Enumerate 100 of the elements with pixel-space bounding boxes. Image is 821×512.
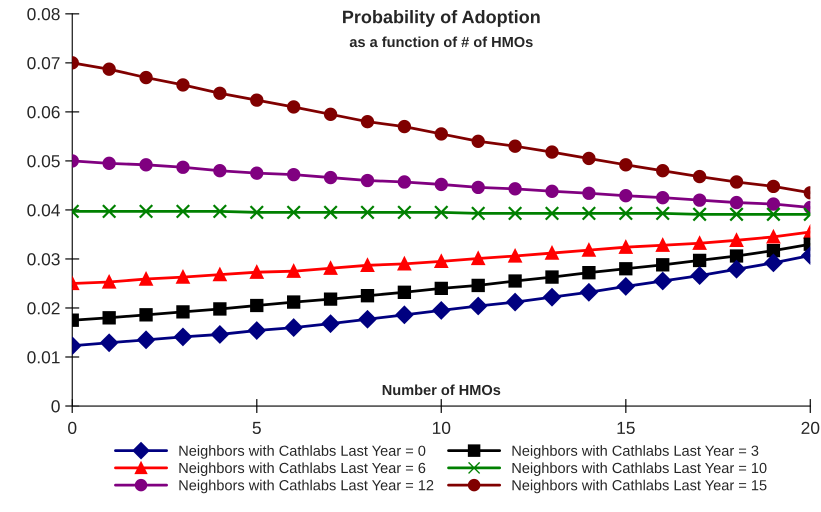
point	[434, 205, 449, 220]
point	[250, 166, 264, 180]
point	[322, 314, 340, 333]
x-tick-label: 10	[432, 422, 450, 434]
point	[472, 134, 485, 148]
point	[176, 270, 190, 284]
point	[580, 283, 598, 302]
point	[692, 193, 706, 207]
y-tick-label: 0.05	[27, 155, 60, 168]
point	[248, 322, 266, 340]
point	[543, 288, 561, 306]
point	[728, 260, 746, 278]
point	[250, 298, 264, 312]
point	[323, 205, 338, 220]
point	[730, 249, 744, 263]
point	[582, 152, 596, 166]
y-tick-label: 0.01	[27, 351, 60, 364]
point	[692, 254, 706, 268]
point	[324, 262, 338, 275]
point	[582, 243, 596, 257]
point	[654, 272, 672, 290]
point	[508, 274, 522, 288]
point	[324, 170, 338, 184]
x-tick-label: 5	[252, 422, 261, 434]
point	[730, 234, 744, 247]
point	[139, 308, 153, 322]
point	[766, 197, 780, 211]
point	[139, 272, 153, 286]
point	[213, 302, 227, 316]
x-tick-label: 0	[68, 422, 76, 434]
x-axis-title: Number of HMOs	[382, 384, 500, 396]
point	[508, 206, 522, 221]
point	[619, 262, 632, 276]
point	[137, 330, 156, 349]
point	[508, 249, 522, 263]
legend-label: Neighbors with Cathlabs Last Year = 15	[512, 480, 766, 494]
point	[432, 301, 450, 320]
y-tick-label: 0	[51, 400, 60, 412]
point	[398, 175, 412, 189]
point	[472, 252, 485, 266]
point	[102, 62, 116, 76]
point	[213, 164, 227, 178]
point	[213, 86, 227, 100]
point	[434, 178, 448, 192]
point	[360, 258, 374, 272]
point	[766, 180, 780, 194]
y-tick-label: 0.06	[27, 106, 60, 118]
point	[102, 275, 116, 289]
point	[360, 289, 374, 302]
point	[472, 278, 485, 292]
point	[287, 264, 300, 278]
point	[176, 204, 190, 219]
point	[102, 311, 116, 324]
point	[655, 206, 670, 221]
point	[470, 206, 486, 221]
point	[616, 277, 635, 296]
text: as a function of # of HMOs	[350, 36, 533, 48]
legend-label: Neighbors with Cathlabs Last Year = 12	[179, 480, 434, 494]
chart-title: Probability of Adoption	[343, 10, 540, 27]
y-tick-label: 0.07	[27, 57, 60, 70]
point	[284, 318, 303, 337]
point	[656, 191, 670, 204]
point	[545, 145, 559, 159]
point	[619, 189, 632, 202]
point	[544, 206, 560, 221]
point	[250, 266, 264, 279]
point	[434, 282, 448, 296]
legend-label: Neighbors with Cathlabs Last Year = 10	[512, 462, 767, 476]
point	[287, 100, 300, 114]
y-tick-label: 0.04	[27, 204, 60, 216]
point	[618, 206, 634, 221]
point	[766, 230, 780, 244]
point	[545, 270, 559, 284]
point	[656, 164, 670, 178]
point	[582, 266, 596, 280]
x-tick-label: 15	[617, 422, 635, 434]
point	[506, 293, 524, 312]
y-tick-label: 0.08	[27, 8, 60, 20]
point	[619, 158, 632, 172]
point	[249, 205, 264, 220]
point	[766, 206, 781, 222]
point	[434, 254, 448, 268]
point	[764, 254, 782, 272]
point	[397, 205, 412, 220]
point	[469, 297, 488, 315]
point	[324, 292, 338, 306]
point	[692, 170, 706, 184]
point	[656, 258, 670, 272]
point	[434, 127, 448, 141]
point	[582, 206, 596, 221]
point	[213, 268, 227, 282]
point	[358, 310, 376, 328]
point	[102, 204, 117, 219]
point	[398, 286, 412, 299]
point	[360, 174, 374, 188]
point	[656, 238, 670, 252]
point	[398, 120, 412, 134]
point	[692, 236, 706, 250]
point	[176, 305, 190, 319]
point	[766, 244, 780, 258]
